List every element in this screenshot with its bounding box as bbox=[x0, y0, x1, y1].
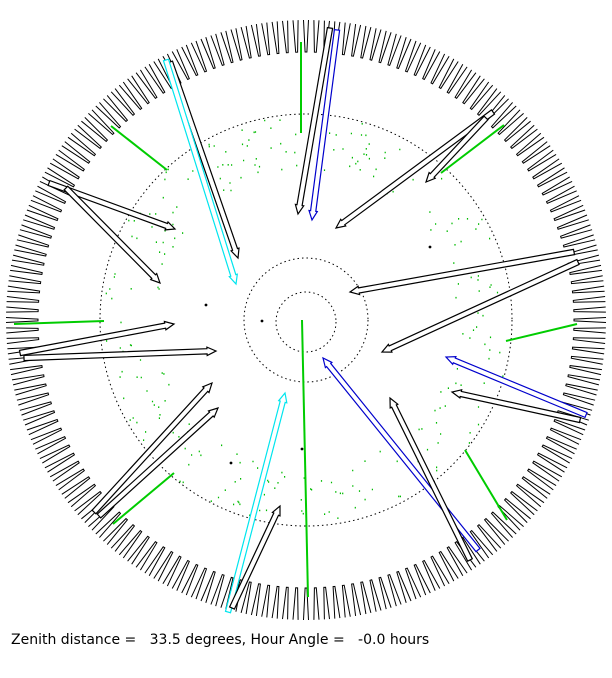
probe-arm bbox=[224, 391, 288, 614]
middle-field-circle bbox=[243, 257, 369, 383]
probe-arm bbox=[308, 29, 341, 222]
probe-arm bbox=[63, 185, 161, 284]
probe-arm bbox=[348, 248, 576, 296]
probe-arm bbox=[380, 258, 580, 353]
probes bbox=[18, 26, 588, 614]
field-circles bbox=[99, 113, 513, 527]
probe-arm bbox=[444, 355, 588, 419]
guide-line bbox=[13, 320, 105, 325]
guide-line bbox=[301, 319, 309, 598]
probe-arm bbox=[23, 346, 218, 362]
inner-field-circle bbox=[275, 291, 337, 353]
probe-arm bbox=[96, 407, 220, 519]
probe-arm bbox=[18, 320, 176, 357]
reference-dot bbox=[428, 245, 432, 249]
probe-arm bbox=[389, 396, 474, 563]
guide-line bbox=[505, 323, 578, 342]
reference-dots bbox=[204, 245, 432, 465]
fiber-positioner-plot bbox=[5, 19, 607, 620]
outer-field-circle bbox=[99, 113, 513, 527]
probe-arm bbox=[294, 26, 334, 216]
guide-line bbox=[110, 125, 168, 171]
reference-dot bbox=[260, 319, 264, 323]
reference-dot bbox=[300, 447, 304, 451]
probe-arm bbox=[450, 388, 582, 424]
probe-arm bbox=[162, 58, 239, 286]
reference-dot bbox=[204, 303, 208, 307]
reference-dot bbox=[229, 461, 233, 465]
status-line: Zenith distance = 33.5 degrees, Hour Ang… bbox=[11, 632, 430, 648]
probe-arm bbox=[166, 60, 240, 260]
guide-line bbox=[112, 472, 175, 525]
guide-line bbox=[464, 449, 508, 521]
probe-arm bbox=[91, 381, 213, 515]
guide-line bbox=[440, 124, 505, 174]
guide-lines bbox=[13, 42, 578, 598]
probe-arm bbox=[228, 504, 281, 610]
probe-arm bbox=[425, 115, 489, 184]
